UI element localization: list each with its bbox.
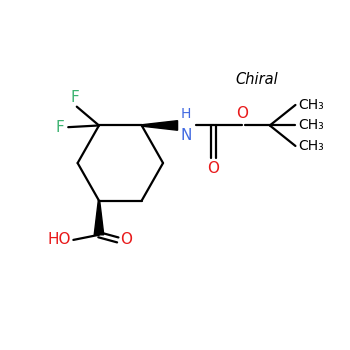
Text: N: N (180, 128, 192, 143)
Text: Chiral: Chiral (236, 72, 278, 87)
Polygon shape (142, 121, 177, 130)
Text: F: F (55, 120, 64, 135)
Text: O: O (120, 232, 133, 247)
Text: HO: HO (47, 232, 71, 247)
Polygon shape (94, 201, 104, 235)
Text: O: O (208, 161, 219, 176)
Text: H: H (180, 107, 191, 121)
Text: O: O (237, 106, 248, 121)
Text: CH₃: CH₃ (298, 98, 324, 112)
Text: F: F (70, 90, 79, 105)
Text: CH₃: CH₃ (298, 139, 324, 153)
Text: CH₃: CH₃ (298, 118, 324, 132)
